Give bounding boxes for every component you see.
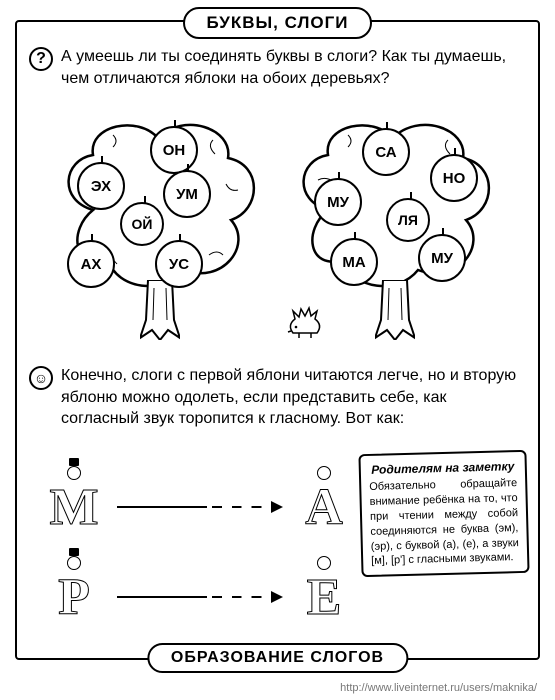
arrow-icon	[117, 506, 281, 508]
apple: СА	[362, 128, 410, 176]
answer-text: Конечно, слоги с первой яблони читаются …	[61, 365, 524, 430]
tree-left: ОН ЭХ УМ ОЙ АХ УС	[55, 120, 265, 340]
apple: ОЙ	[120, 202, 164, 246]
letter-glyph: А	[305, 479, 343, 536]
letter-pair-row: Р Е	[39, 562, 359, 632]
hedgehog-icon	[285, 305, 325, 340]
letter-to: А	[289, 478, 359, 537]
hat-icon	[69, 548, 79, 556]
tree-trunk	[375, 280, 415, 340]
trees-illustration: ОН ЭХ УМ ОЙ АХ УС	[55, 120, 500, 355]
arrow-icon	[117, 596, 281, 598]
tree-trunk	[140, 280, 180, 340]
face-icon	[317, 466, 331, 480]
note-title: Родителям на заметку	[369, 458, 517, 478]
face-icon	[67, 556, 81, 570]
letter-glyph: Е	[307, 569, 342, 626]
apple: НО	[430, 154, 478, 202]
letter-glyph: Р	[58, 569, 90, 626]
letter-pair-row: М А	[39, 472, 359, 542]
face-icon	[317, 556, 331, 570]
apple: МУ	[418, 234, 466, 282]
smile-icon: ☺	[29, 366, 53, 390]
letter-to: Е	[289, 568, 359, 627]
letter-from: М	[39, 478, 109, 537]
question-text: А умеешь ли ты соединять буквы в слоги? …	[61, 46, 524, 89]
source-url: http://www.liveinternet.ru/users/maknika…	[340, 682, 537, 694]
page-frame: БУКВЫ, СЛОГИ ? А умеешь ли ты соединять …	[15, 20, 540, 660]
title-top: БУКВЫ, СЛОГИ	[183, 7, 373, 39]
hat-icon	[69, 458, 79, 466]
apple: ОН	[150, 126, 198, 174]
face-icon	[67, 466, 81, 480]
letter-from: Р	[39, 568, 109, 627]
apple: ЭХ	[77, 162, 125, 210]
title-bottom: ОБРАЗОВАНИЕ СЛОГОВ	[147, 643, 408, 673]
parent-note-box: Родителям на заметку Обязательно обращай…	[358, 450, 529, 578]
apple: ЛЯ	[386, 198, 430, 242]
letter-glyph: М	[49, 479, 98, 536]
apple: УМ	[163, 170, 211, 218]
apple: МУ	[314, 178, 362, 226]
apple: АХ	[67, 240, 115, 288]
apple: МА	[330, 238, 378, 286]
apple: УС	[155, 240, 203, 288]
note-body: Обязательно обращайте внимание ребёнка н…	[369, 476, 519, 569]
question-mark-icon: ?	[29, 47, 53, 71]
